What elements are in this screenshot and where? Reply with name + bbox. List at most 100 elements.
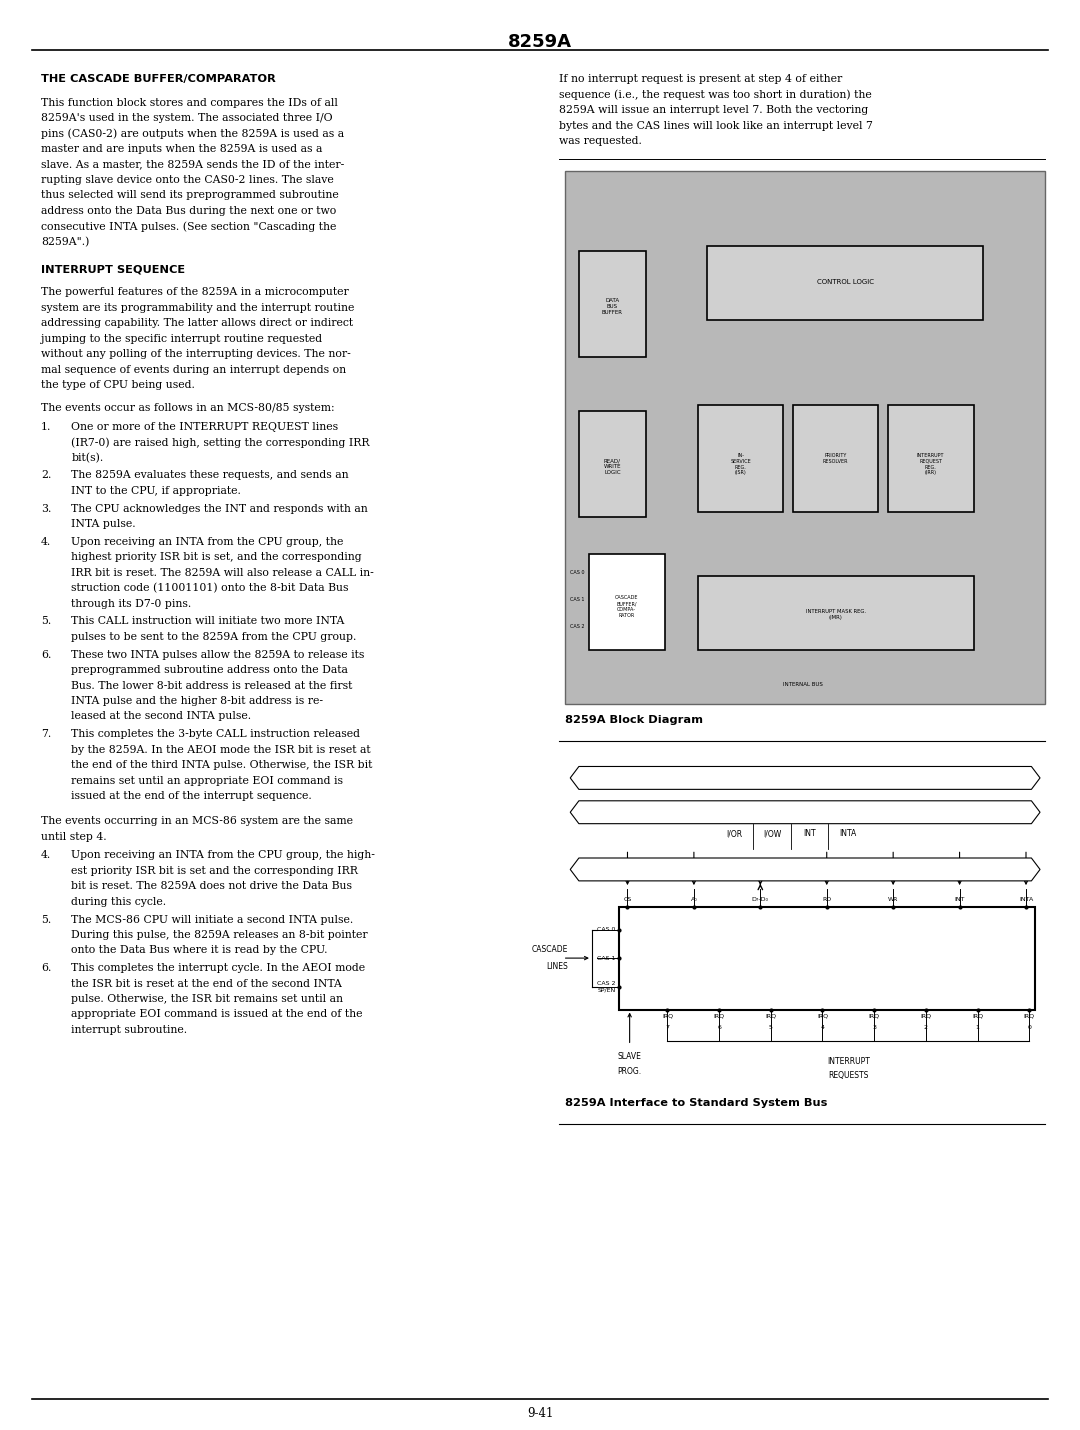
Text: This completes the 3-byte CALL instruction released: This completes the 3-byte CALL instructi… bbox=[71, 729, 361, 739]
Text: I/OR: I/OR bbox=[727, 829, 742, 838]
Text: PROG.: PROG. bbox=[618, 1067, 642, 1075]
Text: 5.: 5. bbox=[41, 616, 51, 626]
Text: 3.: 3. bbox=[41, 503, 52, 513]
Text: pulse. Otherwise, the ISR bit remains set until an: pulse. Otherwise, the ISR bit remains se… bbox=[71, 994, 343, 1004]
Text: 7.: 7. bbox=[41, 729, 51, 739]
Text: the type of CPU being used.: the type of CPU being used. bbox=[41, 380, 194, 390]
FancyBboxPatch shape bbox=[619, 907, 1035, 1010]
Text: 8259A will issue an interrupt level 7. Both the vectoring: 8259A will issue an interrupt level 7. B… bbox=[559, 106, 868, 116]
Text: CASCADE: CASCADE bbox=[531, 945, 568, 954]
Text: If no interrupt request is present at step 4 of either: If no interrupt request is present at st… bbox=[559, 74, 842, 84]
Text: 6.: 6. bbox=[41, 649, 52, 659]
Text: The CPU acknowledges the INT and responds with an: The CPU acknowledges the INT and respond… bbox=[71, 503, 368, 513]
Text: Upon receiving an INTA from the CPU group, the: Upon receiving an INTA from the CPU grou… bbox=[71, 536, 343, 546]
Text: DATA BUS (8): DATA BUS (8) bbox=[745, 865, 800, 874]
Text: THE CASCADE BUFFER/COMPARATOR: THE CASCADE BUFFER/COMPARATOR bbox=[41, 74, 275, 84]
Text: onto the Data Bus where it is read by the CPU.: onto the Data Bus where it is read by th… bbox=[71, 945, 328, 955]
Text: appropriate EOI command is issued at the end of the: appropriate EOI command is issued at the… bbox=[71, 1010, 363, 1020]
Text: struction code (11001101) onto the 8-bit Data Bus: struction code (11001101) onto the 8-bit… bbox=[71, 583, 349, 593]
Text: INTERNAL BUS: INTERNAL BUS bbox=[783, 682, 822, 688]
Text: INT: INT bbox=[804, 829, 816, 838]
Text: Upon receiving an INTA from the CPU group, the high-: Upon receiving an INTA from the CPU grou… bbox=[71, 851, 375, 861]
Text: 2: 2 bbox=[923, 1025, 928, 1030]
Text: consecutive INTA pulses. (See section "Cascading the: consecutive INTA pulses. (See section "C… bbox=[41, 222, 336, 232]
Text: 8259A: 8259A bbox=[808, 944, 846, 958]
Text: CAS 0: CAS 0 bbox=[597, 927, 616, 932]
Text: D₇-D₀: D₇-D₀ bbox=[752, 898, 769, 902]
Text: SLAVE: SLAVE bbox=[618, 1052, 642, 1061]
Text: preprogrammed subroutine address onto the Data: preprogrammed subroutine address onto th… bbox=[71, 665, 348, 675]
Text: IRQ: IRQ bbox=[714, 1014, 725, 1018]
Text: through its D7-0 pins.: through its D7-0 pins. bbox=[71, 599, 191, 609]
Text: IN-
SERVICE
REG.
(ISR): IN- SERVICE REG. (ISR) bbox=[730, 453, 751, 475]
Text: Bus. The lower 8-bit address is released at the first: Bus. The lower 8-bit address is released… bbox=[71, 681, 353, 691]
FancyBboxPatch shape bbox=[589, 555, 664, 651]
Text: RD: RD bbox=[822, 898, 832, 902]
Text: This CALL instruction will initiate two more INTA: This CALL instruction will initiate two … bbox=[71, 616, 345, 626]
Text: A₀: A₀ bbox=[690, 898, 698, 902]
Text: IRQ: IRQ bbox=[766, 1014, 777, 1018]
Polygon shape bbox=[570, 801, 1040, 824]
Text: bit is reset. The 8259A does not drive the Data Bus: bit is reset. The 8259A does not drive t… bbox=[71, 881, 352, 891]
Text: master and are inputs when the 8259A is used as a: master and are inputs when the 8259A is … bbox=[41, 144, 323, 154]
Text: issued at the end of the interrupt sequence.: issued at the end of the interrupt seque… bbox=[71, 791, 312, 801]
Text: pins (CAS0-2) are outputs when the 8259A is used as a: pins (CAS0-2) are outputs when the 8259A… bbox=[41, 129, 345, 139]
Text: DATA
BUS
BUFFER: DATA BUS BUFFER bbox=[602, 299, 623, 315]
Text: 4: 4 bbox=[821, 1025, 824, 1030]
Text: rupting slave device onto the CAS0-2 lines. The slave: rupting slave device onto the CAS0-2 lin… bbox=[41, 174, 334, 184]
Text: CAS 0: CAS 0 bbox=[569, 571, 584, 575]
Text: pulses to be sent to the 8259A from the CPU group.: pulses to be sent to the 8259A from the … bbox=[71, 632, 356, 642]
Text: 8259A".): 8259A".) bbox=[41, 236, 90, 247]
Text: 8259A Interface to Standard System Bus: 8259A Interface to Standard System Bus bbox=[565, 1098, 827, 1108]
Text: INT: INT bbox=[955, 898, 964, 902]
Text: 0: 0 bbox=[1027, 1025, 1031, 1030]
Text: interrupt subroutine.: interrupt subroutine. bbox=[71, 1025, 188, 1035]
Text: INT to the CPU, if appropriate.: INT to the CPU, if appropriate. bbox=[71, 486, 241, 496]
Text: 8259A Block Diagram: 8259A Block Diagram bbox=[565, 715, 703, 725]
FancyBboxPatch shape bbox=[698, 576, 973, 651]
Text: CAS 1: CAS 1 bbox=[569, 598, 584, 602]
FancyBboxPatch shape bbox=[707, 246, 983, 320]
Text: mal sequence of events during an interrupt depends on: mal sequence of events during an interru… bbox=[41, 365, 347, 375]
Polygon shape bbox=[570, 858, 1040, 881]
Text: highest priority ISR bit is set, and the corresponding: highest priority ISR bit is set, and the… bbox=[71, 552, 362, 562]
Text: IRQ: IRQ bbox=[662, 1014, 673, 1018]
FancyBboxPatch shape bbox=[698, 405, 783, 512]
Text: CAS 2
SP/EN: CAS 2 SP/EN bbox=[597, 981, 616, 992]
Text: system are its programmability and the interrupt routine: system are its programmability and the i… bbox=[41, 303, 354, 313]
Text: INTA: INTA bbox=[839, 829, 856, 838]
Text: 3: 3 bbox=[873, 1025, 876, 1030]
Text: The MCS-86 CPU will initiate a second INTA pulse.: The MCS-86 CPU will initiate a second IN… bbox=[71, 915, 353, 925]
Text: This completes the interrupt cycle. In the AEOI mode: This completes the interrupt cycle. In t… bbox=[71, 964, 365, 974]
Text: remains set until an appropriate EOI command is: remains set until an appropriate EOI com… bbox=[71, 775, 343, 785]
Text: INTERRUPT: INTERRUPT bbox=[827, 1057, 869, 1065]
Text: 6: 6 bbox=[717, 1025, 721, 1030]
Text: During this pulse, the 8259A releases an 8-bit pointer: During this pulse, the 8259A releases an… bbox=[71, 930, 368, 940]
Text: CAS 1: CAS 1 bbox=[597, 955, 616, 961]
Text: leased at the second INTA pulse.: leased at the second INTA pulse. bbox=[71, 712, 252, 721]
Text: CONTROL LOGIC: CONTROL LOGIC bbox=[816, 279, 874, 285]
Text: 1: 1 bbox=[975, 1025, 980, 1030]
FancyBboxPatch shape bbox=[579, 410, 646, 518]
Text: slave. As a master, the 8259A sends the ID of the inter-: slave. As a master, the 8259A sends the … bbox=[41, 159, 345, 169]
Text: until step 4.: until step 4. bbox=[41, 832, 107, 842]
Text: 7: 7 bbox=[665, 1025, 670, 1030]
Text: 2.: 2. bbox=[41, 470, 52, 480]
Text: These two INTA pulses allow the 8259A to release its: These two INTA pulses allow the 8259A to… bbox=[71, 649, 365, 659]
Text: INTERRUPT
REQUEST
REG.
(IRR): INTERRUPT REQUEST REG. (IRR) bbox=[917, 453, 945, 475]
Text: I/OW: I/OW bbox=[764, 829, 781, 838]
Text: IRQ: IRQ bbox=[868, 1014, 880, 1018]
Text: INTA pulse.: INTA pulse. bbox=[71, 519, 136, 529]
Text: bytes and the CAS lines will look like an interrupt level 7: bytes and the CAS lines will look like a… bbox=[559, 120, 874, 130]
Text: during this cycle.: during this cycle. bbox=[71, 897, 166, 907]
Polygon shape bbox=[570, 766, 1040, 789]
Text: INTA pulse and the higher 8-bit address is re-: INTA pulse and the higher 8-bit address … bbox=[71, 696, 323, 706]
Text: 6.: 6. bbox=[41, 964, 52, 974]
Text: thus selected will send its preprogrammed subroutine: thus selected will send its preprogramme… bbox=[41, 190, 339, 200]
Text: ADDRESS BUS (16): ADDRESS BUS (16) bbox=[765, 774, 846, 782]
FancyBboxPatch shape bbox=[793, 405, 878, 512]
Text: REQUESTS: REQUESTS bbox=[828, 1071, 868, 1080]
Text: IRQ: IRQ bbox=[920, 1014, 931, 1018]
Text: READ/
WRITE
LOGIC: READ/ WRITE LOGIC bbox=[604, 458, 621, 475]
Text: (IR7-0) are raised high, setting the corresponding IRR: (IR7-0) are raised high, setting the cor… bbox=[71, 438, 369, 448]
